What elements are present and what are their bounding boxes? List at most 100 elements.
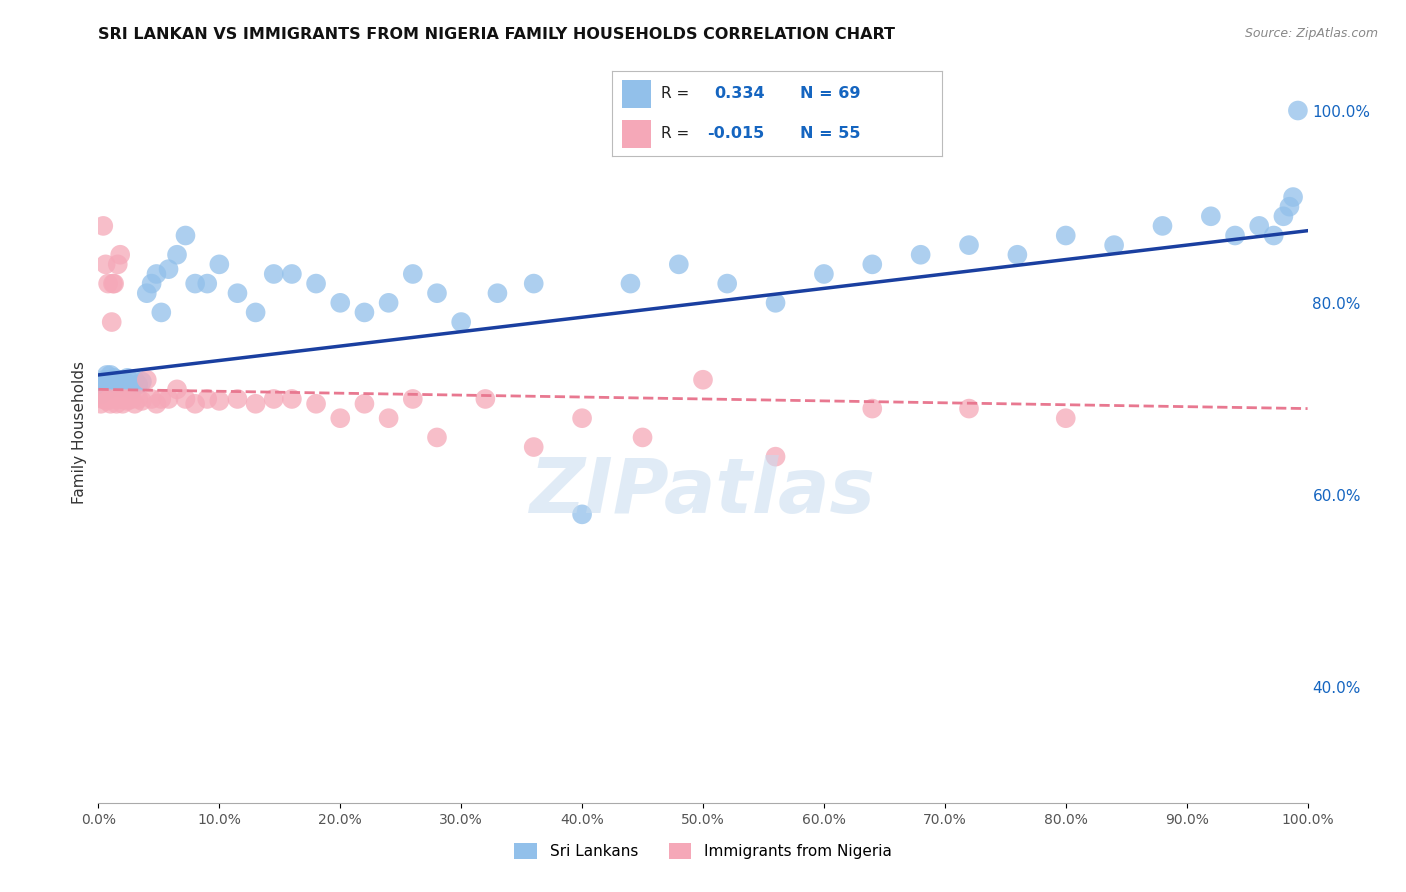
- Point: [157, 392, 180, 406]
- Point: [402, 392, 425, 406]
- Point: [93, 392, 115, 406]
- Point: [94, 377, 117, 392]
- Point: [426, 430, 449, 444]
- Point: [91, 392, 114, 406]
- Point: [281, 267, 304, 281]
- Point: [571, 411, 593, 425]
- Point: [1249, 219, 1271, 233]
- Point: [145, 267, 167, 281]
- Point: [450, 315, 472, 329]
- Point: [114, 375, 136, 389]
- Text: Source: ZipAtlas.com: Source: ZipAtlas.com: [1244, 27, 1378, 40]
- Point: [195, 277, 218, 291]
- Point: [1263, 228, 1285, 243]
- Point: [166, 248, 188, 262]
- Point: [150, 305, 173, 319]
- Point: [131, 375, 153, 389]
- Point: [1054, 228, 1077, 243]
- Point: [329, 411, 352, 425]
- Point: [1278, 200, 1301, 214]
- Point: [668, 257, 690, 271]
- Point: [121, 392, 143, 406]
- Point: [1007, 248, 1029, 262]
- Point: [208, 393, 231, 408]
- Point: [98, 373, 121, 387]
- Point: [157, 262, 180, 277]
- Point: [117, 371, 139, 385]
- Point: [121, 382, 143, 396]
- Point: [402, 267, 425, 281]
- Text: SRI LANKAN VS IMMIGRANTS FROM NIGERIA FAMILY HOUSEHOLDS CORRELATION CHART: SRI LANKAN VS IMMIGRANTS FROM NIGERIA FA…: [98, 27, 896, 42]
- Point: [108, 392, 131, 406]
- Point: [245, 305, 267, 319]
- Point: [97, 277, 120, 291]
- Point: [1223, 228, 1246, 243]
- Text: R =: R =: [661, 126, 689, 141]
- Point: [208, 257, 231, 271]
- Point: [98, 392, 121, 406]
- Point: [860, 401, 883, 416]
- Point: [174, 228, 197, 243]
- Text: R =: R =: [661, 86, 689, 101]
- Point: [90, 387, 112, 401]
- Point: [135, 373, 157, 387]
- Point: [263, 392, 285, 406]
- Point: [619, 277, 641, 291]
- Point: [305, 277, 328, 291]
- Point: [141, 392, 163, 406]
- Text: N = 55: N = 55: [800, 126, 860, 141]
- Point: [145, 397, 167, 411]
- Point: [108, 248, 131, 262]
- Point: [353, 397, 375, 411]
- Point: [141, 277, 163, 291]
- Point: [103, 277, 125, 291]
- Point: [765, 295, 787, 310]
- Point: [96, 393, 118, 408]
- Point: [110, 392, 132, 406]
- Point: [104, 375, 127, 389]
- Point: [174, 392, 197, 406]
- Point: [96, 368, 118, 382]
- Point: [108, 380, 131, 394]
- Point: [813, 267, 835, 281]
- Text: ZIPatlas: ZIPatlas: [530, 455, 876, 529]
- Point: [305, 397, 328, 411]
- Point: [107, 373, 129, 387]
- FancyBboxPatch shape: [621, 120, 651, 147]
- Point: [426, 286, 449, 301]
- Point: [226, 392, 249, 406]
- Point: [377, 295, 399, 310]
- Point: [90, 397, 112, 411]
- Point: [1054, 411, 1077, 425]
- FancyBboxPatch shape: [621, 80, 651, 108]
- Point: [114, 392, 136, 406]
- Point: [1282, 190, 1305, 204]
- Point: [245, 397, 267, 411]
- Point: [523, 277, 546, 291]
- Point: [110, 377, 132, 392]
- Point: [957, 401, 980, 416]
- Point: [377, 411, 399, 425]
- Point: [94, 257, 117, 271]
- Point: [101, 277, 124, 291]
- Point: [1199, 209, 1222, 223]
- Point: [91, 377, 114, 392]
- Point: [226, 286, 249, 301]
- Point: [184, 277, 207, 291]
- Point: [571, 508, 593, 522]
- Point: [117, 393, 139, 408]
- Point: [101, 373, 124, 387]
- Point: [105, 397, 128, 411]
- Point: [103, 371, 125, 385]
- Point: [135, 286, 157, 301]
- Point: [111, 397, 134, 411]
- Point: [100, 397, 122, 411]
- Point: [104, 392, 127, 406]
- Point: [97, 382, 120, 396]
- Point: [166, 382, 188, 396]
- Point: [910, 248, 932, 262]
- Point: [281, 392, 304, 406]
- Point: [184, 397, 207, 411]
- Point: [150, 392, 173, 406]
- Point: [124, 373, 146, 387]
